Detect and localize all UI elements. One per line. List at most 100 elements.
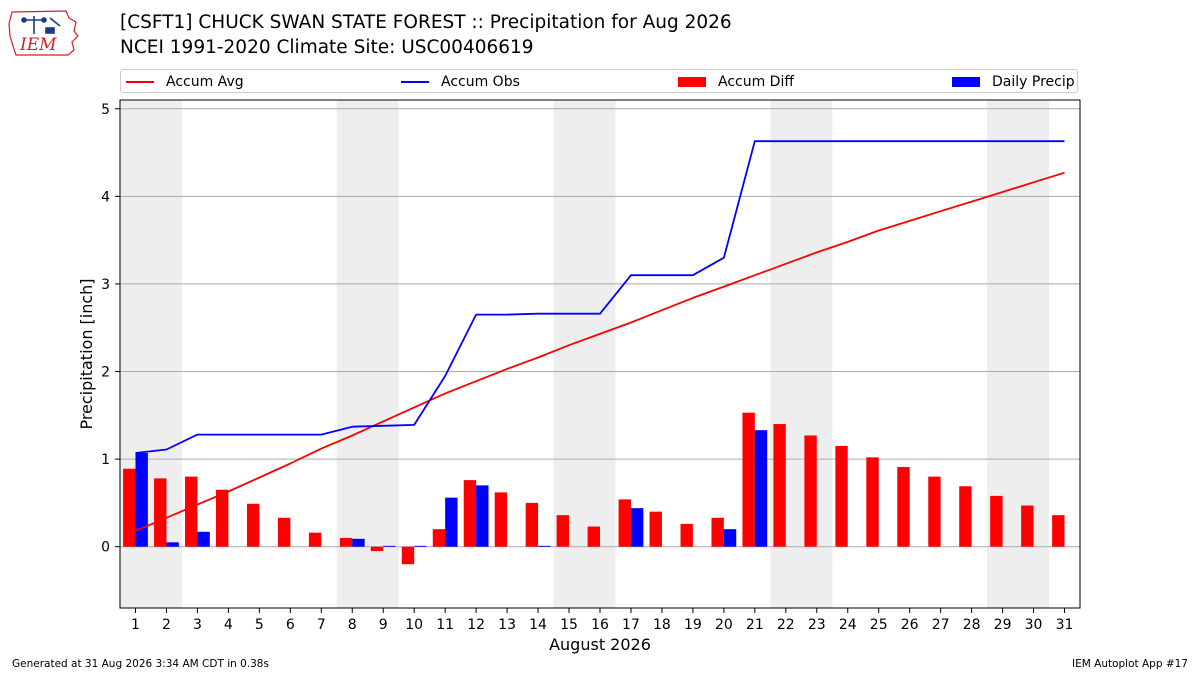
x-tick-label: 26 [901,617,919,633]
iem-logo: IEM [8,10,79,56]
legend-label-accum-obs: Accum Obs [441,74,520,90]
bar-accum-diff [339,537,353,547]
y-tick-label: 0 [101,540,110,556]
x-tick-label: 6 [286,617,295,633]
legend-item-accum-avg: Accum Avg [126,70,244,94]
x-tick-label: 29 [994,617,1012,633]
bar-accum-diff [1052,515,1065,547]
x-tick-label: 19 [684,617,702,633]
bar-daily-precip [352,538,365,547]
x-tick-label: 27 [932,617,950,633]
bar-accum-diff [401,546,415,565]
iowa-outline-icon [8,10,79,56]
bar-accum-diff [525,502,539,547]
x-tick-label: 21 [746,617,764,633]
bar-accum-diff [680,523,693,547]
bar-accum-diff [216,489,229,547]
x-tick-label: 31 [1056,617,1074,633]
bar-accum-diff [154,478,167,547]
bar-accum-diff [835,445,848,547]
footer-generated-text: Generated at 31 Aug 2026 3:34 AM CDT in … [12,658,269,670]
legend-swatch-accum-diff [678,77,706,87]
x-axis-label: August 2026 [549,635,651,654]
y-tick-label: 2 [101,365,110,381]
bar-daily-precip [723,529,737,547]
bar-accum-diff [463,480,477,547]
x-tick-label: 24 [839,617,857,633]
x-tick-label: 25 [870,617,888,633]
y-axis-label: Precipitation [inch] [77,278,96,429]
footer-app-text: IEM Autoplot App #17 [1072,658,1188,670]
bar-accum-diff [959,486,972,547]
x-tick-label: 3 [193,617,202,633]
x-tick-label: 13 [498,617,516,633]
x-tick-label: 4 [224,617,233,633]
legend-item-accum-diff: Accum Diff [678,70,794,94]
bar-daily-precip [630,508,644,547]
bar-daily-precip [197,531,210,547]
x-tick-label: 23 [808,617,826,633]
bar-accum-diff [897,466,910,547]
x-axis: 1 2 3 4 5 6 7 8 9 10 11 12 13 14 15 16 17 18 19 20 21 22 23 24 2… [131,608,1073,633]
x-tick-label: 7 [317,617,326,633]
x-tick-label: 1 [131,617,140,633]
chart-subtitle: NCEI 1991-2020 Climate Site: USC00406619 [120,37,534,58]
x-tick-label: 20 [715,617,733,633]
bar-daily-precip [135,452,148,547]
x-tick-label: 8 [348,617,357,633]
bar-accum-diff [804,435,817,547]
weather-station-icon [21,16,61,34]
bars [123,412,1065,565]
y-axis: 0 1 2 3 4 5 [101,102,120,556]
bar-accum-diff [432,529,446,547]
bar-daily-precip [445,497,458,547]
bar-accum-diff [556,515,570,547]
line-accum-avg [135,171,1065,532]
bar-accum-diff [494,492,508,547]
bar-accum-diff [246,503,260,547]
x-tick-label: 17 [622,617,640,633]
bar-daily-precip [476,485,489,547]
x-tick-label: 10 [405,617,423,633]
legend-label-accum-diff: Accum Diff [718,74,795,90]
y-tick-label: 1 [101,452,110,468]
y-tick-label: 4 [101,189,110,205]
line-accum-obs [135,140,1065,454]
bar-accum-diff [587,526,600,547]
x-tick-label: 22 [777,617,795,633]
legend-label-accum-avg: Accum Avg [166,74,244,90]
bar-daily-precip [414,545,427,547]
x-tick-label: 28 [963,617,981,633]
bar-daily-precip [538,545,551,547]
bar-accum-diff [866,457,879,547]
logo-text: IEM [19,35,57,55]
bar-accum-diff [277,517,291,547]
bar-accum-diff [123,468,136,547]
y-tick-label: 3 [101,277,110,293]
x-tick-label: 9 [379,617,388,633]
x-tick-label: 12 [467,617,485,633]
x-tick-label: 16 [591,617,609,633]
legend-swatch-accum-avg [126,81,154,83]
legend-swatch-daily-precip [952,77,980,87]
bar-accum-diff [185,476,198,547]
x-tick-label: 11 [436,617,454,633]
bar-accum-diff [990,495,1003,547]
bar-daily-precip [166,542,179,547]
y-tick-label: 5 [101,102,110,118]
x-tick-label: 18 [653,617,671,633]
legend-swatch-accum-obs [401,81,429,83]
weekend-band [336,100,399,608]
bar-accum-diff [370,546,384,552]
bar-accum-diff [649,511,662,547]
legend-item-daily-precip: Daily Precip [952,70,1075,94]
x-tick-label: 2 [162,617,171,633]
series-lines [135,140,1065,532]
x-tick-label: 14 [529,617,547,633]
bar-accum-diff [618,499,631,547]
chart-title: [CSFT1] CHUCK SWAN STATE FOREST :: Preci… [120,12,732,33]
x-tick-label: 15 [560,617,578,633]
legend: Accum Avg Accum Obs Accum Diff Daily Pre… [120,69,1078,93]
legend-label-daily-precip: Daily Precip [992,74,1075,90]
